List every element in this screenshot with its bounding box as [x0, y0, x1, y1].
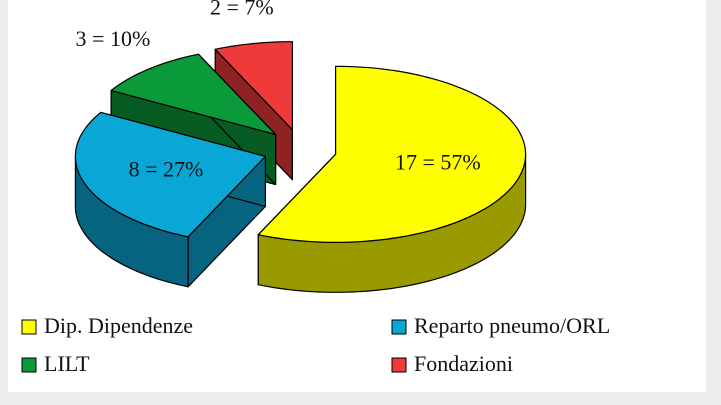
- slice: [257, 65, 527, 293]
- slice: [74, 111, 266, 288]
- legend: Dip. Dipendenze Reparto pneumo/ORL LILT Fon…: [21, 313, 610, 376]
- legend-label: Dip. Dipendenze: [44, 313, 193, 338]
- value-label: 8 = 27%: [129, 156, 204, 181]
- legend-label: LILT: [44, 351, 90, 376]
- legend-label: Reparto pneumo/ORL: [414, 313, 610, 338]
- legend-swatch: [391, 319, 407, 335]
- legend-swatch: [391, 357, 407, 373]
- value-label: 2 = 7%: [210, 0, 274, 20]
- slice-top: [110, 53, 277, 136]
- value-label: 17 = 57%: [395, 149, 481, 174]
- legend-label: Fondazioni: [414, 351, 513, 376]
- legend-swatch: [21, 357, 37, 373]
- pie: 2 = 7% 3 = 10% 17 = 57% 8 = 27%: [74, 0, 527, 293]
- slice-top: [257, 65, 527, 243]
- value-label: 3 = 10%: [76, 26, 151, 51]
- slice-top: [214, 41, 293, 131]
- slice-top: [74, 111, 266, 238]
- legend-swatch: [21, 319, 37, 335]
